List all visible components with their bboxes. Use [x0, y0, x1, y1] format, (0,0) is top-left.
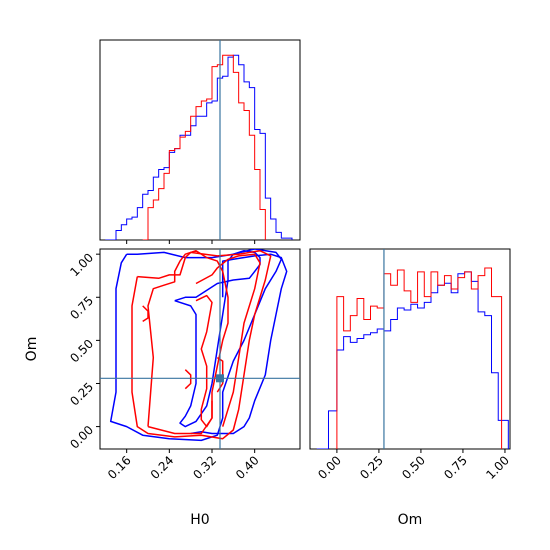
contour-panel [100, 249, 300, 449]
contour-line-1 [174, 249, 261, 428]
contour-x-tick-label-1: 0.24 [148, 453, 177, 482]
y-axis-title-om: Om [24, 337, 40, 362]
contour-line-6 [195, 294, 213, 428]
hist-h0-frame [99, 39, 301, 241]
hist-om-frame [309, 248, 511, 450]
hist-om-panel [316, 249, 509, 449]
hist-h0-series-0 [105, 54, 293, 240]
contour-y-tick-label-3: 0.75 [67, 293, 96, 322]
hist-h0-series-1 [142, 54, 266, 240]
contour-x-tick-label-0: 0.16 [105, 453, 134, 482]
contour-y-tick-label-2: 0.50 [67, 337, 96, 366]
hist-om-x-tick-label-4: 1.00 [483, 453, 512, 482]
contour-y-tick-label-1: 0.25 [67, 380, 96, 409]
x-axis-title-om: Om [398, 512, 423, 528]
contour-frame [99, 248, 301, 450]
contour-y-tick-label-0: 0.00 [67, 423, 96, 452]
contour-line-7 [142, 305, 149, 323]
axes-layer: 0.16 0.24 0.32 0.40 0.00 0.25 0.50 0.75 1.00 0.00… [67, 240, 512, 482]
hist-om-x-tick-label-1: 0.25 [357, 453, 386, 482]
hist-om-series-0 [316, 271, 509, 449]
contour-y-tick-label-4: 1.00 [67, 250, 96, 279]
hist-om-series-1 [336, 267, 503, 449]
contour-line-2 [190, 253, 288, 435]
hist-om-x-tick-label-0: 0.00 [315, 453, 344, 482]
hist-h0-panel [105, 40, 293, 240]
x-axis-title-h0: H0 [190, 512, 209, 528]
truth-marker [216, 374, 224, 383]
hist-om-x-tick-label-3: 0.75 [441, 453, 470, 482]
contour-line-5 [195, 253, 261, 427]
contour-x-tick-label-3: 0.40 [233, 453, 262, 482]
contour-line-3 [131, 249, 272, 440]
hist-om-x-tick-label-2: 0.50 [399, 453, 428, 482]
contour-line-8 [184, 369, 192, 390]
contour-x-tick-label-2: 0.32 [190, 453, 219, 482]
